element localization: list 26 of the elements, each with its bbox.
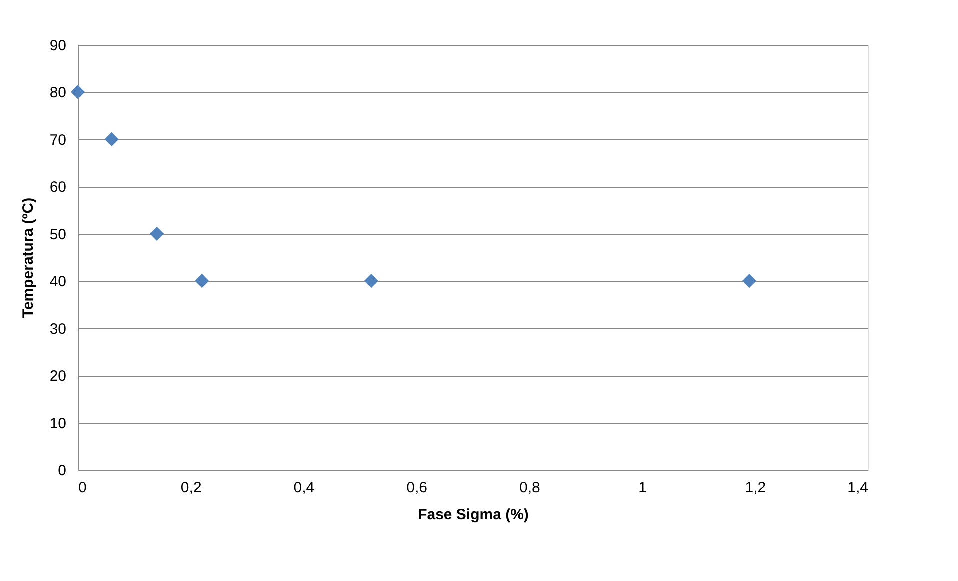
point [364, 274, 378, 288]
y-tick-label: 60 [50, 179, 66, 196]
x-tick-label: 0,2 [180, 480, 202, 496]
y-tick-label: 0 [58, 462, 66, 480]
y-tick-label: 30 [50, 320, 66, 338]
y-tick-label: 90 [50, 38, 66, 54]
y-tick-label: 70 [50, 132, 66, 149]
x-tick-label: 1 [638, 480, 647, 496]
x-tick-label: 0,4 [294, 480, 315, 496]
x-tick-label: 1,2 [745, 480, 766, 496]
x-tick-label: 0,6 [406, 480, 428, 496]
y-tick-label: 20 [50, 368, 66, 386]
point [150, 226, 164, 241]
point [195, 274, 210, 288]
x-tick-label: 0 [78, 480, 87, 496]
x-tick-label: 1,4 [848, 480, 868, 496]
y-tick-label: 80 [50, 84, 66, 102]
point [742, 274, 757, 288]
point [70, 85, 86, 100]
x-tick-label: 0,8 [520, 480, 540, 496]
y-tick-label: 10 [50, 415, 66, 432]
point [104, 132, 119, 147]
y-tick-label: 50 [50, 226, 66, 244]
y-tick-label: 40 [50, 274, 66, 291]
y-axis-title: Temperatura (ºC) [20, 198, 37, 318]
x-axis-title: Fase Sigma (%) [418, 506, 529, 524]
